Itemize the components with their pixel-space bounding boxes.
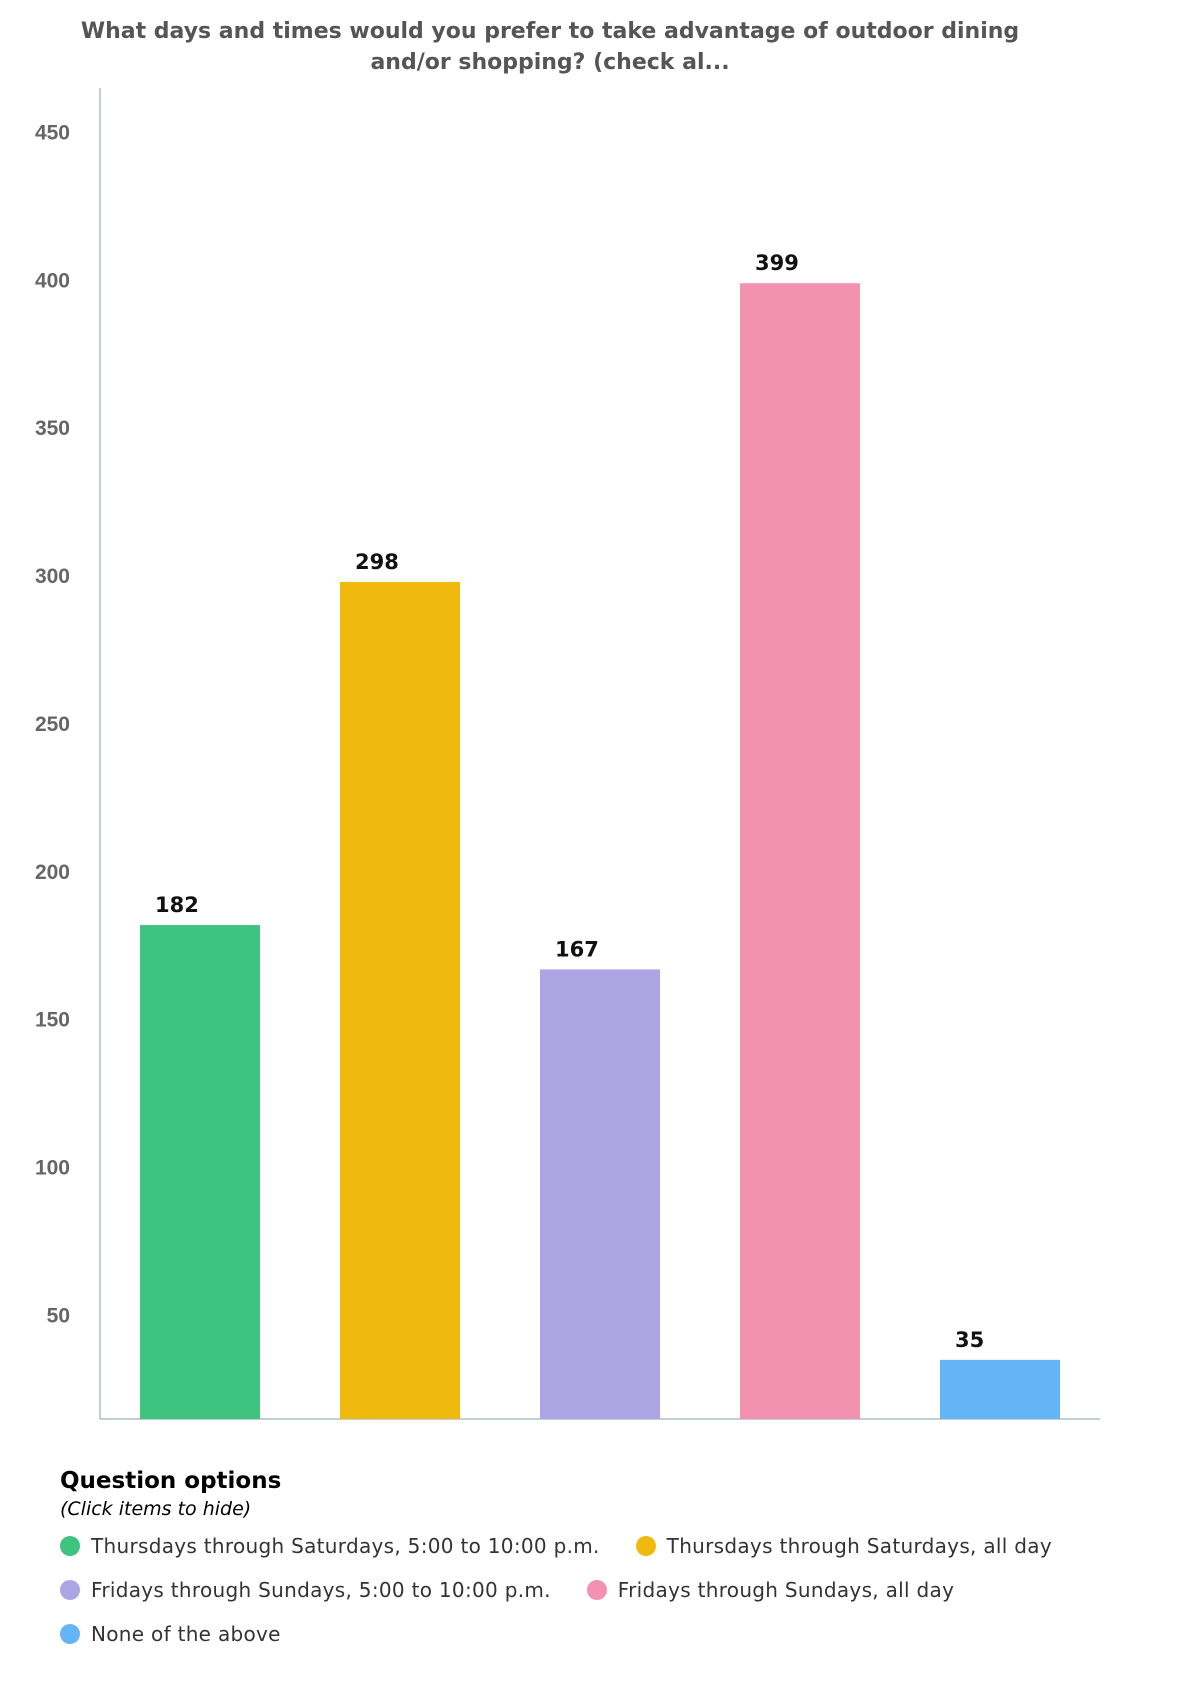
chart-title: What days and times would you prefer to … <box>80 19 1020 75</box>
bar[interactable] <box>140 925 260 1419</box>
legend-dot-icon <box>635 1536 656 1556</box>
legend-item[interactable]: Thursdays through Saturdays, all day <box>635 1534 1052 1558</box>
y-tick-label: 350 <box>35 417 70 440</box>
data-label: 399 <box>755 251 799 275</box>
legend-hint: (Click items to hide) <box>60 1498 252 1520</box>
data-label: 298 <box>355 550 399 574</box>
legend-item-label: None of the above <box>91 1622 281 1646</box>
legend-item-label: Fridays through Sundays, all day <box>617 1578 955 1602</box>
y-tick-label: 250 <box>35 713 70 736</box>
legend-item[interactable]: Fridays through Sundays, 5:00 to 10:00 p… <box>60 1578 551 1602</box>
bar-chart: 50 100 150 200 250 300 350 400 450 182 298 167 399 3… <box>35 88 1100 1420</box>
legend-dot-icon <box>60 1624 80 1644</box>
data-label: 167 <box>555 937 599 961</box>
data-label: 35 <box>955 1328 984 1352</box>
y-tick-label: 200 <box>35 861 70 884</box>
y-tick-label: 150 <box>35 1009 70 1032</box>
bar[interactable] <box>340 581 460 1419</box>
legend: Question options (Click items to hide) T… <box>60 1468 1120 1646</box>
legend-item[interactable]: Fridays through Sundays, all day <box>586 1578 955 1602</box>
y-tick-label: 300 <box>35 565 70 588</box>
legend-item-label: Thursdays through Saturdays, all day <box>666 1534 1052 1558</box>
bars-group <box>140 283 1060 1419</box>
bar[interactable] <box>740 283 860 1419</box>
legend-title: Question options <box>60 1468 282 1494</box>
legend-item-label: Fridays through Sundays, 5:00 to 10:00 p… <box>91 1578 551 1602</box>
legend-item[interactable]: Thursdays through Saturdays, 5:00 to 10:… <box>60 1534 600 1558</box>
bar[interactable] <box>540 969 660 1419</box>
legend-dot-icon <box>60 1536 80 1556</box>
y-tick-label: 100 <box>35 1157 70 1180</box>
legend-items: Thursdays through Saturdays, 5:00 to 10:… <box>60 1534 1120 1646</box>
legend-item-label: Thursdays through Saturdays, 5:00 to 10:… <box>91 1534 600 1558</box>
legend-item[interactable]: None of the above <box>60 1622 281 1646</box>
data-labels-group: 182 298 167 399 35 <box>155 251 984 1352</box>
bar[interactable] <box>940 1359 1060 1419</box>
legend-dot-icon <box>60 1580 80 1600</box>
y-axis-ticks: 50 100 150 200 250 300 350 400 450 <box>35 121 70 1327</box>
legend-dot-icon <box>586 1580 607 1600</box>
data-label: 182 <box>155 893 199 917</box>
y-tick-label: 400 <box>35 269 70 292</box>
y-tick-label: 50 <box>47 1304 70 1327</box>
y-tick-label: 450 <box>35 121 70 144</box>
